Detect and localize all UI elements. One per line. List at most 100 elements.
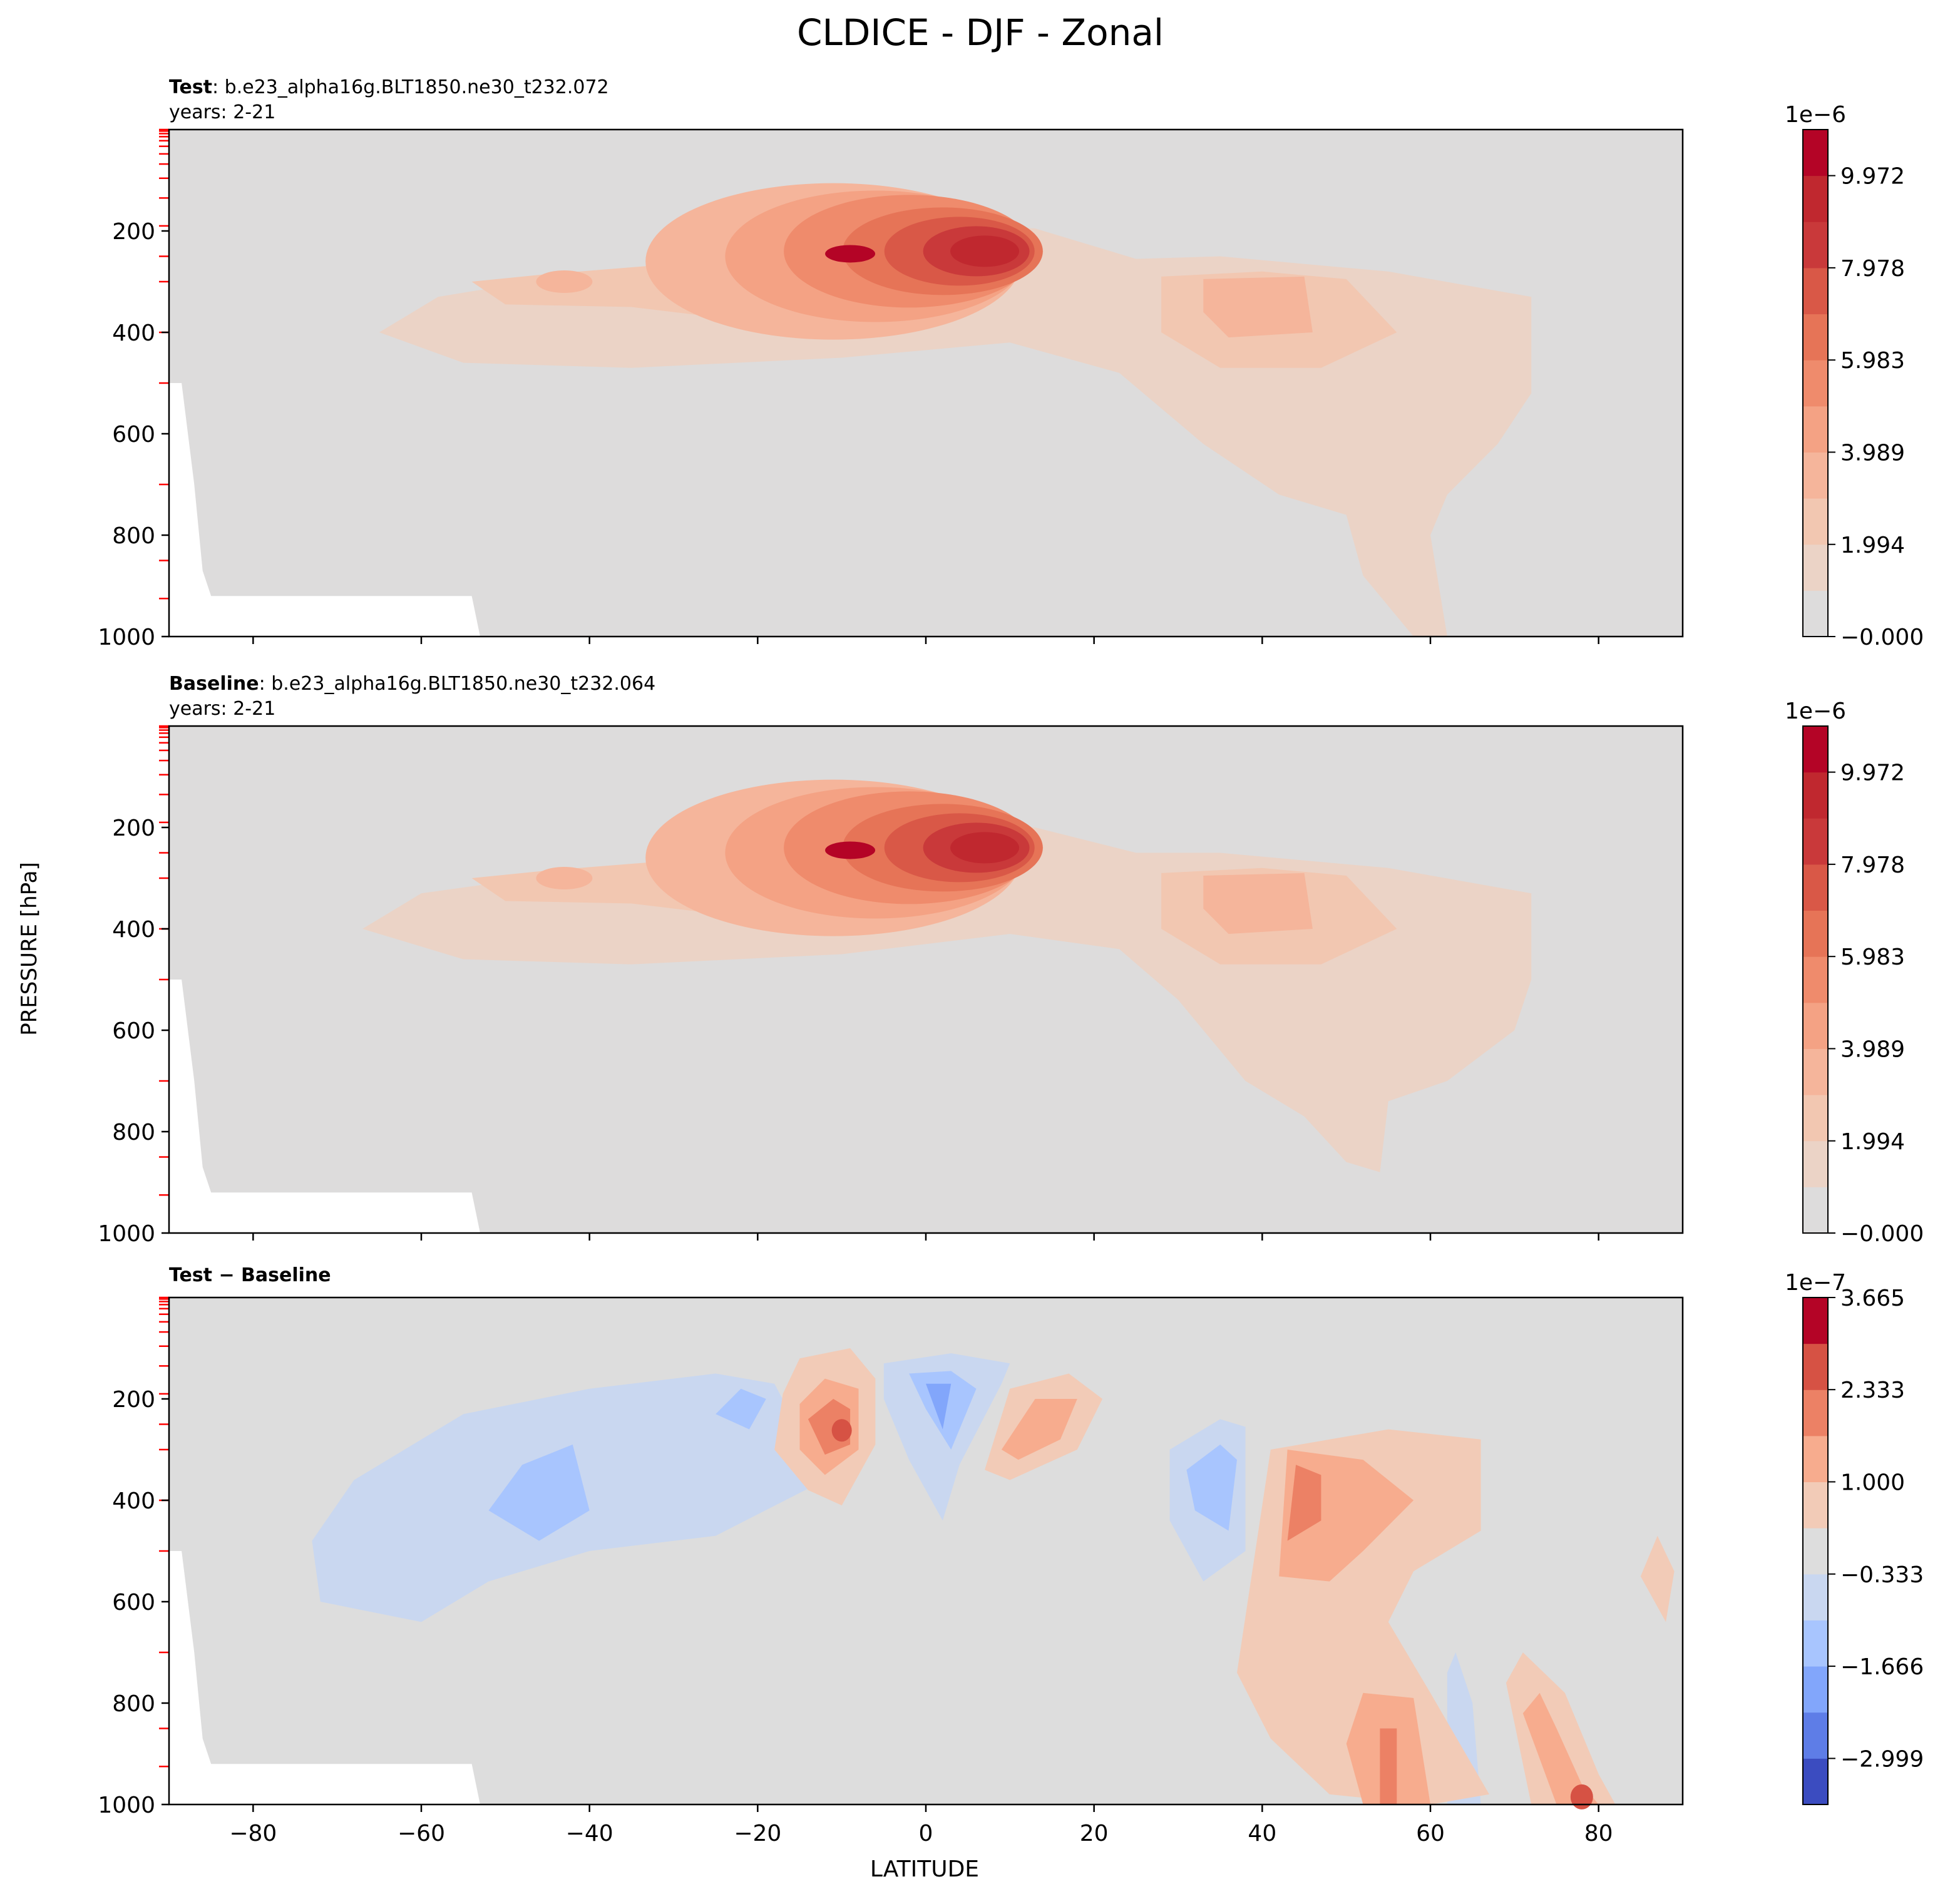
panel-test: 200 400 600 800 1000 Test: b.e23_alpha16g.BLT… (98, 76, 1924, 650)
colorbar-bin (1803, 1574, 1828, 1620)
colorbar-bin (1803, 1758, 1828, 1805)
colorbar-bin (1803, 772, 1828, 819)
colorbar-bin (1803, 956, 1828, 1003)
panel-label-case: : b.e23_alpha16g.BLT1850.ne30_t232.064 (259, 673, 656, 695)
y-tick-label: 1000 (98, 1793, 155, 1818)
y-tick-label: 400 (112, 917, 155, 943)
contour-field (312, 1348, 1675, 1809)
contour-neg-sh-3 (716, 1388, 766, 1430)
colorbar-exponent: 1e−6 (1785, 699, 1846, 724)
contour-sh-lobe (536, 867, 593, 889)
colorbar: −0.000 1.994 3.989 5.983 7.978 9.972 1e−6 (1785, 699, 1924, 1247)
colorbar-bin (1803, 360, 1828, 407)
terrain-mask (169, 1551, 480, 1804)
panel-label: Test − Baseline (169, 1264, 331, 1286)
x-axis-label: LATITUDE (870, 1856, 979, 1882)
contour-core-max (825, 841, 876, 859)
y-tick-label: 400 (112, 320, 155, 346)
y-tick-label: 200 (112, 219, 155, 245)
colorbar-bin (1803, 818, 1828, 865)
colorbar-bin (1803, 130, 1828, 177)
contour-neg-nh-2 (1186, 1444, 1237, 1531)
colorbar-bin (1803, 452, 1828, 499)
y-tick-label: 600 (112, 1018, 155, 1044)
colorbar-bin (1803, 1298, 1828, 1344)
colorbar-bin (1803, 1095, 1828, 1142)
panel-label-bold: Test (169, 76, 212, 98)
x-tick-label: 40 (1248, 1821, 1276, 1846)
y-tick-label: 600 (112, 422, 155, 448)
colorbar-tick-label: 1.000 (1840, 1470, 1905, 1495)
colorbar-bin (1803, 1048, 1828, 1095)
colorbar-bin (1803, 1187, 1828, 1234)
colorbar-bin (1803, 1140, 1828, 1187)
colorbar-tick-label: 3.989 (1840, 1037, 1905, 1062)
colorbar-tick-label: 7.978 (1840, 852, 1905, 878)
y-tick-label: 200 (112, 1387, 155, 1413)
x-tick-label: 0 (919, 1821, 933, 1846)
panel-difference: 200 400 600 800 1000 −80 −60 −40 −20 0 20 40 60 80 Tes… (98, 1264, 1924, 1846)
y-tick-label: 400 (112, 1488, 155, 1514)
colorbar-bin (1803, 910, 1828, 957)
x-tick-label: −80 (229, 1821, 277, 1846)
x-tick-label: −40 (566, 1821, 613, 1846)
colorbar-tick-label: 9.972 (1840, 760, 1905, 786)
colorbar-tick-label: 5.983 (1840, 944, 1905, 970)
colorbar-tick-label: −0.000 (1840, 1221, 1924, 1247)
contour-pos-nh-3 (1287, 1465, 1321, 1541)
y-tick-label: 800 (112, 523, 155, 549)
y-tick-label: 200 (112, 816, 155, 841)
colorbar-bin (1803, 590, 1828, 637)
colorbar-bin (1803, 1390, 1828, 1436)
panel-years: years: 2-21 (169, 101, 275, 123)
colorbar-tick-label: 3.665 (1840, 1286, 1905, 1311)
y-tick-label: 1000 (98, 625, 155, 650)
contour-nh-lobe-3 (1203, 276, 1313, 338)
contour-field (379, 183, 1532, 637)
x-tick-label: −20 (734, 1821, 781, 1846)
y-axis-label: PRESSURE [hPa] (17, 862, 42, 1035)
contour-sh-lobe (536, 270, 593, 293)
colorbar-exponent: 1e−7 (1785, 1270, 1846, 1296)
colorbar-frame (1802, 129, 1829, 637)
contour-nh-lobe-3 (1203, 873, 1313, 934)
panel-label-bold: Baseline (169, 673, 259, 695)
colorbar-tick-label: 5.983 (1840, 348, 1905, 374)
contour-core-9 (950, 832, 1020, 864)
colorbar-bin (1803, 314, 1828, 361)
colorbar-tick-label: −2.999 (1840, 1746, 1924, 1772)
colorbar-bin (1803, 1435, 1828, 1483)
y-tick-label: 600 (112, 1590, 155, 1615)
colorbar-tick-label: −1.666 (1840, 1654, 1924, 1680)
panel-label-bold: Test − Baseline (169, 1264, 331, 1286)
colorbar-bin (1803, 1620, 1828, 1667)
contour-field (362, 779, 1532, 1172)
panel-label-case: : b.e23_alpha16g.BLT1850.ne30_t232.072 (212, 76, 609, 98)
x-tick-label: 60 (1416, 1821, 1445, 1846)
y-tick-label: 800 (112, 1120, 155, 1145)
contour-pos-trop-max (831, 1419, 852, 1442)
panel-label: Baseline: b.e23_alpha16g.BLT1850.ne30_t2… (169, 673, 655, 695)
x-tick-label: 80 (1584, 1821, 1613, 1846)
panel-label: Test: b.e23_alpha16g.BLT1850.ne30_t232.0… (169, 76, 609, 98)
colorbar-tick-label: −0.333 (1840, 1562, 1924, 1588)
colorbar-tick-label: 1.994 (1840, 1129, 1905, 1155)
colorbar-frame (1802, 1297, 1829, 1805)
colorbar-tick-label: 3.989 (1840, 440, 1905, 466)
terrain-mask (169, 980, 480, 1233)
panel-years: years: 2-21 (169, 698, 275, 720)
colorbar: −0.000 1.994 3.989 5.983 7.978 9.972 1e−6 (1785, 102, 1924, 650)
contour-pos-88n (1640, 1535, 1675, 1622)
colorbar-bin (1803, 1666, 1828, 1713)
colorbar-bin (1803, 1343, 1828, 1390)
terrain-mask (169, 383, 480, 637)
contour-pos-78n-max (1570, 1784, 1593, 1809)
x-tick-label: −60 (398, 1821, 445, 1846)
y-tick-label: 1000 (98, 1221, 155, 1247)
contour-neg-eq-3 (926, 1383, 952, 1430)
contour-pos-60n-3 (1380, 1728, 1397, 1804)
contour-core-9 (950, 235, 1020, 267)
